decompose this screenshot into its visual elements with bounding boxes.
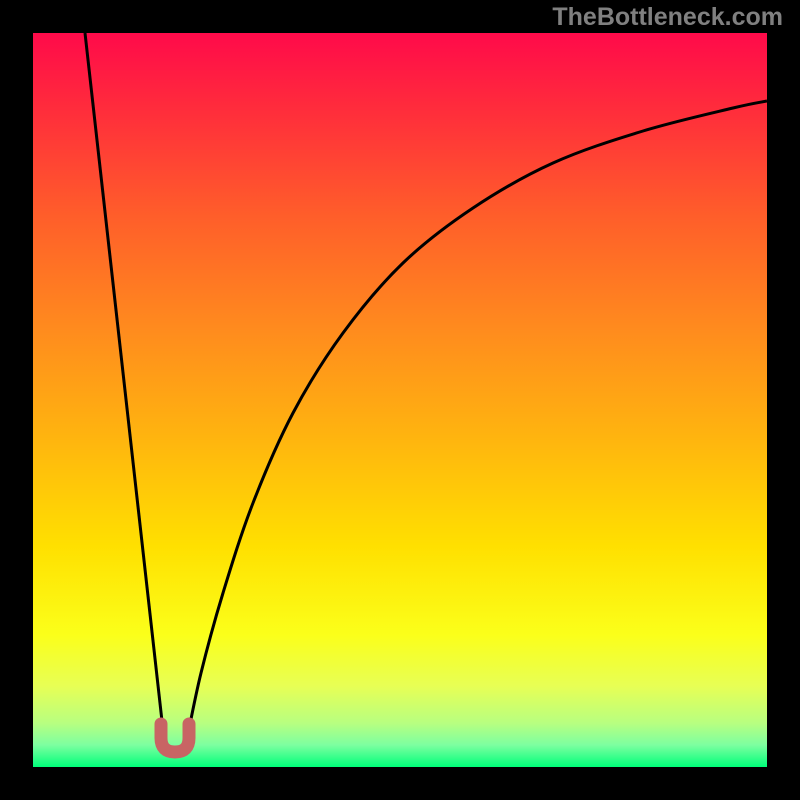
plot-area: [33, 33, 767, 767]
watermark-text: TheBottleneck.com: [552, 3, 783, 32]
plot-svg: [33, 33, 767, 767]
gradient-background: [33, 33, 767, 767]
